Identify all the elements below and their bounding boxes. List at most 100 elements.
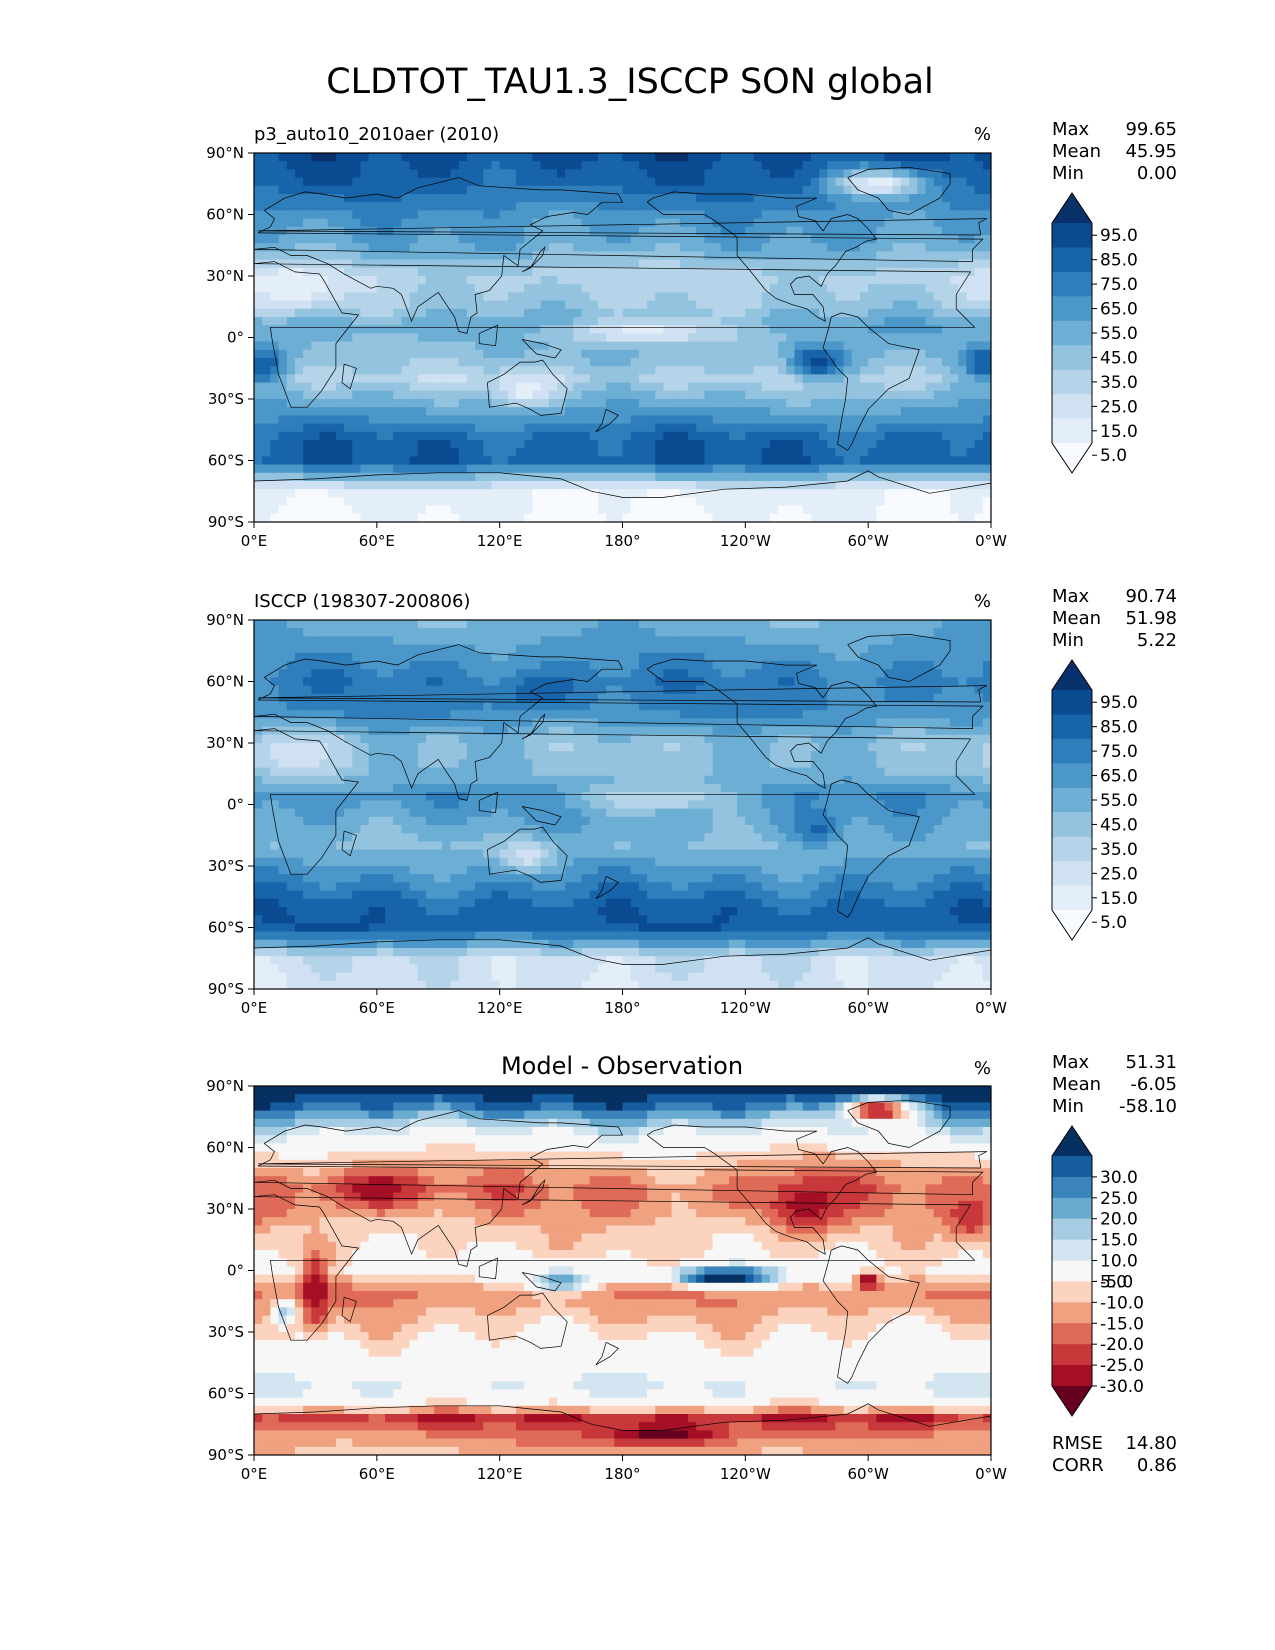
- field-cell: [933, 300, 943, 310]
- x-tick-label: 0°E: [241, 532, 268, 550]
- field-cell: [753, 218, 763, 228]
- field-cell: [851, 169, 861, 179]
- field-cell: [941, 153, 951, 162]
- field-cell: [368, 481, 378, 490]
- field-cell: [532, 481, 542, 490]
- field-cell: [393, 620, 402, 629]
- field-cell: [786, 243, 796, 252]
- field-cell: [688, 251, 697, 261]
- field-cell: [941, 497, 951, 507]
- field-cell: [868, 292, 877, 302]
- field-cell: [516, 366, 525, 375]
- field-cell: [466, 358, 476, 367]
- field-cell: [524, 177, 534, 187]
- field-cell: [950, 177, 959, 187]
- field-cell: [688, 440, 697, 449]
- field-cell: [417, 169, 427, 179]
- field-cell: [556, 431, 566, 441]
- field-cell: [720, 185, 730, 195]
- field-cell: [794, 267, 804, 277]
- field-cell: [982, 210, 991, 220]
- field-cell: [360, 382, 370, 392]
- field-cell: [876, 243, 886, 252]
- field-cell: [335, 448, 345, 457]
- field-cell: [458, 243, 468, 252]
- field-cell: [573, 489, 583, 498]
- field-cell: [614, 423, 624, 433]
- field-cell: [925, 644, 935, 654]
- field-cell: [868, 243, 877, 252]
- field-cell: [360, 235, 370, 244]
- field-cell: [368, 693, 378, 703]
- field-cell: [303, 382, 312, 392]
- field-cell: [786, 284, 796, 293]
- field-cell: [622, 489, 632, 498]
- field-cell: [499, 652, 509, 662]
- field-cell: [434, 161, 443, 170]
- field-cell: [622, 431, 632, 441]
- field-cell: [909, 497, 918, 507]
- colorbar-segment: [1052, 369, 1092, 395]
- field-cell: [491, 292, 501, 302]
- field-cell: [581, 210, 591, 220]
- field-cell: [483, 431, 493, 441]
- field-cell: [499, 407, 509, 416]
- field-cell: [327, 169, 337, 179]
- field-cell: [859, 505, 869, 515]
- field-cell: [581, 284, 591, 293]
- field-cell: [417, 153, 427, 162]
- field-cell: [573, 333, 583, 343]
- field-cell: [696, 628, 705, 637]
- field-cell: [573, 399, 583, 408]
- field-cell: [688, 202, 697, 211]
- field-cell: [556, 374, 566, 384]
- field-cell: [696, 161, 705, 170]
- field-cell: [442, 456, 452, 466]
- field-cell: [434, 669, 443, 678]
- field-cell: [769, 685, 779, 695]
- field-cell: [581, 636, 591, 646]
- field-cell: [360, 644, 370, 654]
- field-cell: [843, 685, 853, 695]
- field-cell: [638, 292, 648, 302]
- field-cell: [958, 677, 968, 687]
- field-cell: [294, 431, 304, 441]
- field-cell: [393, 317, 402, 326]
- field-cell: [573, 218, 583, 228]
- field-cell: [974, 431, 984, 441]
- field-cell: [573, 448, 583, 457]
- field-cell: [475, 358, 484, 367]
- field-cell: [466, 161, 476, 170]
- field-cell: [876, 300, 886, 310]
- field-cell: [499, 693, 509, 703]
- field-cell: [827, 423, 837, 433]
- field-cell: [516, 226, 525, 236]
- field-cell: [900, 423, 910, 433]
- field-cell: [982, 652, 991, 662]
- field-cell: [704, 177, 714, 187]
- colorbar-segment: [1052, 320, 1092, 346]
- field-cell: [671, 636, 681, 646]
- field-cell: [581, 489, 591, 498]
- field-cell: [475, 210, 484, 220]
- coastline: [646, 191, 878, 322]
- field-cell: [262, 472, 271, 482]
- field-cell: [786, 333, 796, 343]
- field-cell: [958, 267, 968, 277]
- field-cell: [565, 325, 574, 334]
- field-cell: [254, 628, 263, 637]
- field-cell: [254, 390, 263, 400]
- field-cell: [597, 456, 607, 466]
- field-cell: [589, 243, 599, 252]
- field-cell: [311, 349, 321, 359]
- field-cell: [876, 456, 886, 466]
- field-cell: [663, 317, 673, 326]
- field-cell: [630, 505, 640, 515]
- field-cell: [311, 218, 321, 228]
- field-cell: [401, 513, 411, 522]
- field-cell: [827, 464, 837, 474]
- field-cell: [745, 333, 755, 343]
- field-cell: [385, 472, 394, 482]
- field-cell: [335, 636, 345, 646]
- field-cell: [344, 652, 353, 662]
